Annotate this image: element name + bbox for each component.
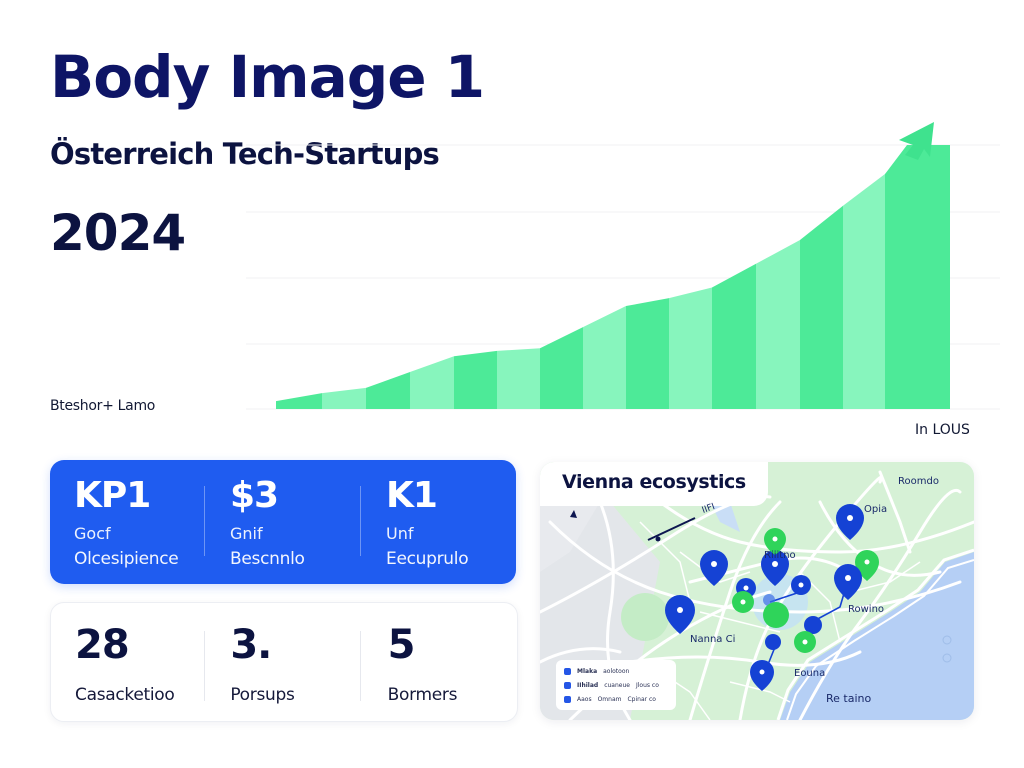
chart-stripe [410,356,454,409]
kpi-item: KP1 Gocf Olcesipience [50,460,204,584]
legend-swatch-icon [564,695,571,703]
stat-value: 28 [75,622,130,668]
chart-stripe [366,372,410,409]
growth-area-chart [246,122,1000,410]
chart-stripe [800,205,843,409]
kpi-caption: Unf [386,524,414,543]
chart-stripe [669,287,712,409]
stat-item: 28 Casacketioo [51,603,204,721]
map-title: Vienna ecosystics [562,471,746,493]
kpi-value: KP1 [74,475,151,516]
chart-stripe [843,174,885,409]
page-subtitle: Österreich Tech-Startups [50,137,440,171]
map-label: Eouna [794,668,826,679]
legend-swatch-icon [564,667,571,675]
map-label: Riiitno [764,550,796,561]
legend-item: Aaos Omnam Cpinar co [564,694,656,704]
legend-item: IIhilad cuaneue Jlous co [564,680,659,690]
stats-card: 28 Casacketioo 3. Porsups 5 Bormers [50,602,518,722]
chart-stripe [497,348,540,409]
kpi-description: Bescnnlo [230,549,305,569]
map-legend: Mlaka aolotoon IIhilad cuaneue Jlous co … [556,660,676,710]
chart-stripe [454,350,497,409]
stat-value: 5 [387,622,416,668]
chart-stripe [712,263,756,409]
stat-item: 3. Porsups [204,603,359,721]
map-title-box: Vienna ecosystics [540,462,768,506]
map-label: Rowino [848,604,885,615]
chart-stripe [885,145,950,409]
trend-arrow-icon [899,122,934,160]
stat-value: 3. [230,622,272,668]
kpi-value: $3 [230,475,279,516]
chart-stripe [583,306,626,409]
chart-unit-label: In LOUS [915,422,970,438]
stat-label: Bormers [387,685,458,705]
chart-axis-label: Bteshor+ Lamo [50,398,156,414]
map-label: Nanna Ci [690,634,736,645]
year-heading: 2024 [50,204,186,262]
kpi-value: K1 [386,475,438,516]
chart-stripe [626,298,669,409]
map-label: Opia [864,504,888,515]
kpi-item: $3 Gnif Bescnnlo [204,460,360,584]
map-label: Roomdo [898,476,939,487]
legend-item: Mlaka aolotoon [564,666,629,676]
page-title: Body Image 1 [50,43,485,111]
chart-stripe [276,393,322,409]
chart-stripe [756,240,800,409]
kpi-caption: Gnif [230,524,263,543]
stat-item: 5 Bormers [359,603,517,721]
kpi-description: Eecuprulo [386,549,469,569]
kpi-item: K1 Unf Eecuprulo [360,460,516,584]
kpi-card: KP1 Gocf Olcesipience $3 Gnif Bescnnlo K… [50,460,516,584]
legend-swatch-icon [564,681,571,689]
map-label: Re taino [826,692,872,705]
vienna-map[interactable]: Vienna ecosystics Roomdo Opia Riiitno Ro… [540,462,974,720]
map-pin [700,550,728,586]
stat-label: Porsups [230,685,295,705]
kpi-description: Olcesipience [74,549,179,569]
kpi-caption: Gocf [74,524,111,543]
chart-stripe [322,387,366,409]
stat-label: Casacketioo [75,685,175,705]
chart-stripe [540,327,583,409]
